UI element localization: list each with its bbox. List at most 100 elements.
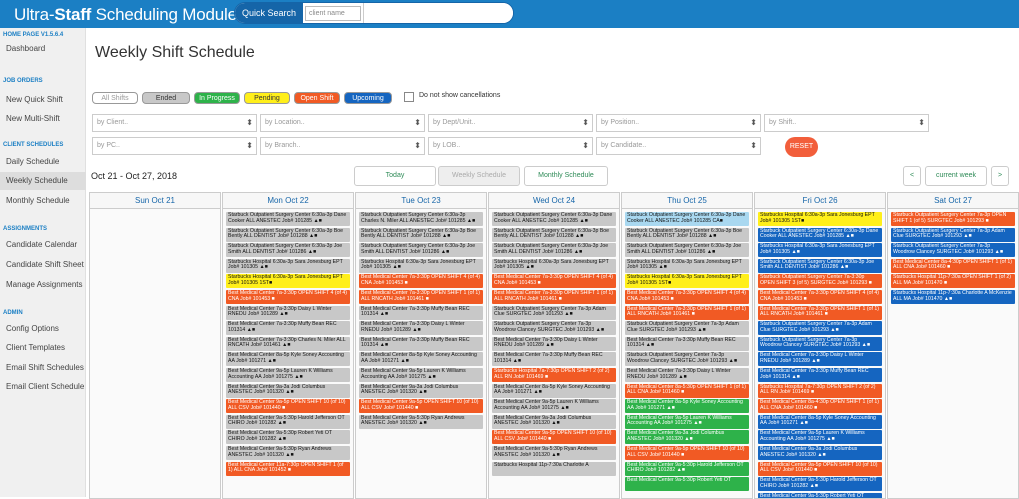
shift-event[interactable]: Starbuck Outpatient Surgery Center 6:30a… <box>492 212 616 226</box>
shift-event[interactable]: Best Medical Center 7a-3:30p OPEN SHIFT … <box>359 290 483 304</box>
cancellation-checkbox[interactable] <box>404 92 414 102</box>
shift-event[interactable]: Best Medical Center 9a-5p Lauren K Willi… <box>758 430 882 445</box>
shift-event[interactable]: Best Medical Center 8a-5p Kyle Soney Acc… <box>492 383 616 398</box>
sidebar-item-dashboard[interactable]: Dashboard <box>6 44 46 53</box>
shift-event[interactable]: Starbuck Outpatient Surgery Center 6:30a… <box>226 212 350 226</box>
shift-event[interactable]: Starbuck Outpatient Surgery Center 6:30a… <box>359 212 483 226</box>
shift-event[interactable]: Starbucks Hospital 11p-7:30a Charlotte A… <box>891 290 1015 304</box>
shift-event[interactable]: Best Medical Center 7a-3:30p Daisy L Win… <box>359 321 483 336</box>
prev-week-button[interactable]: < <box>903 166 921 186</box>
view-monthly-schedule[interactable]: Monthly Schedule <box>524 166 608 186</box>
status-btn-in-progress[interactable]: In Progress <box>194 92 240 104</box>
shift-event[interactable]: Best Medical Center 9a-5p Lauren K Willi… <box>625 414 749 429</box>
shift-event[interactable]: Best Medical Center 9a-5p OPEN SHIFT 10 … <box>359 399 483 414</box>
shift-event[interactable]: Best Medical Center 9a-5p OPEN SHIFT 10 … <box>758 461 882 476</box>
shift-event[interactable]: Starbucks Hospital 7a-7:30p OPEN SHIFT 2… <box>758 383 882 398</box>
shift-event[interactable]: Best Medical Center 9a-5p OPEN SHIFT 10 … <box>226 399 350 414</box>
sidebar-item-email-client-schedule[interactable]: Email Client Schedule <box>6 382 85 391</box>
shift-event[interactable]: Best Medical Center 9a-5:30p Robert Yeti… <box>226 430 350 445</box>
shift-event[interactable]: Starbuck Outpatient Surgery Center 7a-3p… <box>492 321 616 336</box>
shift-event[interactable]: Best Medical Center 9a-5p Lauren K Willi… <box>492 399 616 414</box>
shift-event[interactable]: Starbuck Outpatient Surgery Center 6:30a… <box>226 243 350 258</box>
sidebar-item-new-quick-shift[interactable]: New Quick Shift <box>6 95 63 104</box>
shift-event[interactable]: Best Medical Center 9a-5p OPEN SHIFT 10 … <box>492 430 616 445</box>
filter-by-pc[interactable]: by PC.. ⬍ <box>92 137 257 155</box>
shift-event[interactable]: Starbuck Outpatient Surgery Center 7a-3p… <box>758 336 882 351</box>
shift-event[interactable]: Starbucks Hospital 6:30a-3p Sara Jonesbu… <box>758 212 882 226</box>
shift-event[interactable]: Best Medical Center 9a-5:30p Harold Jeff… <box>758 477 882 492</box>
shift-event[interactable]: Best Medical Center 9a-5:30p Ryan Andrew… <box>359 414 483 429</box>
filter-by-lob[interactable]: by LOB.. ⬍ <box>428 137 593 155</box>
reset-button[interactable]: RESET <box>785 137 818 157</box>
shift-event[interactable]: Best Medical Center 7a-3:30p Muffy Bean … <box>359 336 483 351</box>
shift-event[interactable]: Starbuck Outpatient Surgery Center 6:30a… <box>359 227 483 242</box>
shift-event[interactable]: Best Medical Center 9a-3a Jodi Columbus … <box>226 383 350 398</box>
shift-event[interactable]: Best Medical Center 7a-3:30p Muffy Bean … <box>359 305 483 320</box>
filter-by-candidate[interactable]: by Candidate.. ⬍ <box>596 137 761 155</box>
shift-event[interactable]: Best Medical Center 7a-3:30p OPEN SHIFT … <box>758 290 882 304</box>
sidebar-item-candidate-calendar[interactable]: Candidate Calendar <box>6 240 78 249</box>
shift-event[interactable]: Best Medical Center 8a-5p Kyle Soney Acc… <box>226 352 350 367</box>
shift-event[interactable]: Best Medical Center 9a-5:30p Robert Yeti… <box>625 477 749 492</box>
shift-event[interactable]: Best Medical Center 8a-4:30p OPEN SHIFT … <box>891 258 1015 273</box>
filter-by-dept-unit[interactable]: by Dept/Unit.. ⬍ <box>428 114 593 132</box>
shift-event[interactable]: Starbuck Outpatient Surgery Center 6:30a… <box>758 227 882 242</box>
sidebar-item-daily-schedule[interactable]: Daily Schedule <box>6 157 60 166</box>
sidebar-item-candidate-shift-sheet[interactable]: Candidate Shift Sheet <box>6 260 84 269</box>
shift-event[interactable]: Best Medical Center 9a-5p OPEN SHIFT 10 … <box>625 446 749 460</box>
current-week-button[interactable]: current week <box>925 166 987 186</box>
shift-event[interactable]: Starbuck Outpatient Surgery Center 6:30a… <box>492 243 616 258</box>
filter-by-branch[interactable]: by Branch.. ⬍ <box>260 137 425 155</box>
shift-event[interactable]: Best Medical Center 9a-5:30p Harold Jeff… <box>226 414 350 429</box>
shift-event[interactable]: Best Medical Center 9a-5:30p Robert Yeti… <box>758 492 882 498</box>
shift-event[interactable]: Best Medical Center 9a-3a Jodi Columbus … <box>758 446 882 460</box>
status-btn-upcoming[interactable]: Upcoming <box>344 92 392 104</box>
status-btn-pending[interactable]: Pending <box>244 92 290 104</box>
quick-search-type-select[interactable]: client name <box>305 6 361 21</box>
shift-event[interactable]: Starbuck Outpatient Surgery Center 7a-3p… <box>492 305 616 320</box>
shift-event[interactable]: Best Medical Center 7a-3:30p OPEN SHIFT … <box>492 274 616 289</box>
sidebar-item-new-multi-shift[interactable]: New Multi-Shift <box>6 114 60 123</box>
shift-event[interactable]: Starbuck Outpatient Surgery Center 6:30a… <box>359 243 483 258</box>
sidebar-item-email-shift-schedules[interactable]: Email Shift Schedules <box>6 363 84 372</box>
shift-event[interactable]: Starbucks Hospital 11p-7:30a Charlotte A <box>492 461 616 476</box>
status-btn-open-shift[interactable]: Open Shift <box>294 92 340 104</box>
shift-event[interactable]: Starbuck Outpatient Surgery Center 7a-3p… <box>625 321 749 336</box>
shift-event[interactable]: Best Medical Center 7a-3:30p OPEN SHIFT … <box>625 305 749 320</box>
sidebar-item-client-templates[interactable]: Client Templates <box>6 343 65 352</box>
shift-event[interactable]: Starbuck Outpatient Surgery Center 7a-3p… <box>758 321 882 336</box>
shift-event[interactable]: Starbuck Outpatient Surgery Center 7a-3:… <box>758 274 882 289</box>
shift-event[interactable]: Best Medical Center 7a-3:30p OPEN SHIFT … <box>226 290 350 304</box>
shift-event[interactable]: Best Medical Center 9a-5p Lauren K Willi… <box>226 368 350 382</box>
shift-event[interactable]: Starbucks Hospital 6:30a-3p Sara Jonesbu… <box>226 274 350 289</box>
status-btn-all-shifts[interactable]: All Shifts <box>92 92 138 104</box>
shift-event[interactable]: Best Medical Center 8a-5p Kyle Soney Acc… <box>758 414 882 429</box>
shift-event[interactable]: Starbuck Outpatient Surgery Center 6:30a… <box>625 212 749 226</box>
shift-event[interactable]: Best Medical Center 8a-5:30p OPEN SHIFT … <box>625 383 749 398</box>
shift-event[interactable]: Best Medical Center 7a-3:30p OPEN SHIFT … <box>758 305 882 320</box>
quick-search-input[interactable] <box>363 3 513 23</box>
shift-event[interactable]: Best Medical Center 7a-3:30p OPEN SHIFT … <box>492 290 616 304</box>
shift-event[interactable]: Starbuck Outpatient Surgery Center 6:30a… <box>492 227 616 242</box>
sidebar-item-manage-assignments[interactable]: Manage Assignments <box>6 280 83 289</box>
shift-event[interactable]: Best Medical Center 8a-5p Kyle Soney Acc… <box>625 399 749 414</box>
shift-event[interactable]: Best Medical Center 9a-5p Lauren K Willi… <box>359 368 483 382</box>
view-today[interactable]: Today <box>354 166 436 186</box>
shift-event[interactable]: Starbucks Hospital 7a-7:30p OPEN SHIFT 2… <box>492 368 616 382</box>
shift-event[interactable]: Starbucks Hospital 6:30a-3p Sara Jonesbu… <box>625 274 749 289</box>
shift-event[interactable]: Best Medical Center 7a-3:30p OPEN SHIFT … <box>625 290 749 304</box>
filter-by-client[interactable]: by Client.. ⬍ <box>92 114 257 132</box>
shift-event[interactable]: Best Medical Center 7a-3:30p Muffy Bean … <box>758 368 882 382</box>
shift-event[interactable]: Starbuck Outpatient Surgery Center 7a-3p… <box>625 352 749 367</box>
shift-event[interactable]: Best Medical Center 7a-3:30p Muffy Bean … <box>492 352 616 367</box>
shift-event[interactable]: Starbuck Outpatient Surgery Center 6:30a… <box>226 227 350 242</box>
shift-event[interactable]: Starbucks Hospital 6:30a-3p Sara Jonesbu… <box>492 258 616 273</box>
shift-event[interactable]: Starbucks Hospital 6:30a-3p Sara Jonesbu… <box>758 243 882 258</box>
shift-event[interactable]: Best Medical Center 7a-3:30p Daisy L Win… <box>226 305 350 320</box>
shift-event[interactable]: Best Medical Center 7a-3:30p Charles N. … <box>226 336 350 351</box>
shift-event[interactable]: Starbuck Outpatient Surgery Center 6:30a… <box>625 227 749 242</box>
filter-by-shift[interactable]: by Shift.. ⬍ <box>764 114 929 132</box>
shift-event[interactable]: Best Medical Center 11a-7:30p OPEN SHIFT… <box>226 461 350 476</box>
shift-event[interactable]: Starbucks Hospital 6:30a-3p Sara Jonesbu… <box>359 258 483 273</box>
view-weekly-schedule[interactable]: Weekly Schedule <box>438 166 520 186</box>
